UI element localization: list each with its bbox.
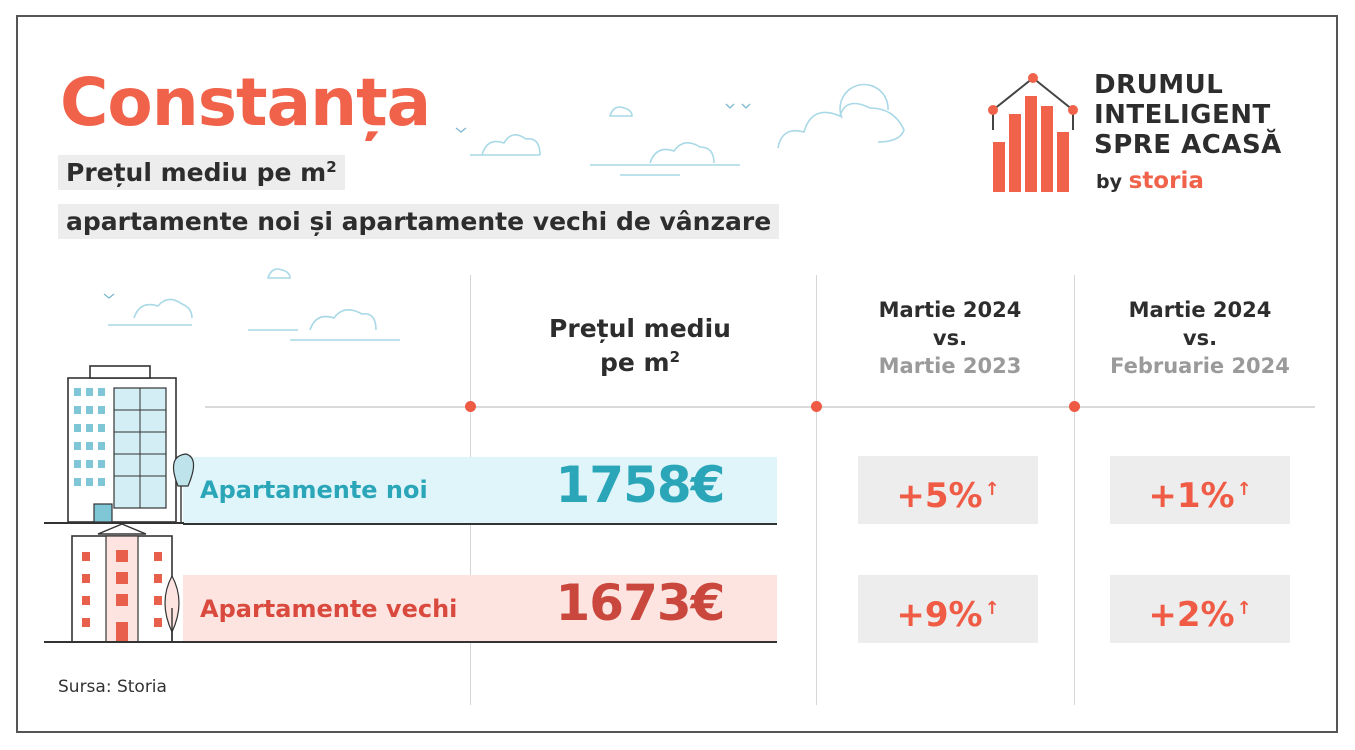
ground-line <box>44 522 184 524</box>
arrow-up-icon: ↑ <box>1236 479 1252 500</box>
mom-line-3: Februarie 2024 <box>1110 354 1290 378</box>
row-label-new-apartments: Apartamente noi <box>200 476 428 504</box>
arrow-up-icon: ↑ <box>1236 598 1252 619</box>
price-header-line-1: Prețul mediu <box>549 314 731 343</box>
change-value: +5% <box>896 476 983 516</box>
logo-brand: storia <box>1128 168 1204 194</box>
column-header-price: Prețul mediu pe m2 <box>495 312 785 380</box>
change-yoy-new: +5% ↑ <box>858 456 1038 524</box>
subtitle-sup: 2 <box>326 158 337 176</box>
logo-line-2: INTELIGENT <box>1094 100 1271 130</box>
change-mom-old: +2% ↑ <box>1110 575 1290 643</box>
source-note: Sursa: Storia <box>58 677 167 697</box>
change-value: +2% <box>1148 595 1235 635</box>
row-band-new <box>183 457 777 525</box>
yoy-line-1: Martie 2024 <box>878 298 1022 322</box>
logo-line-1: DRUMUL <box>1094 70 1224 100</box>
header-divider <box>205 406 1315 408</box>
logo-byline: by storia <box>1096 168 1204 194</box>
logo-by: by <box>1096 171 1122 193</box>
column-divider <box>1074 275 1075 705</box>
divider-dot <box>465 401 476 412</box>
new-apartment-building-illustration <box>67 365 195 523</box>
logo-wordmark: DRUMUL INTELIGENT SPRE ACASĂ <box>1094 70 1282 160</box>
yoy-line-2: vs. <box>932 326 968 350</box>
change-yoy-old: +9% ↑ <box>858 575 1038 643</box>
mom-line-1: Martie 2024 <box>1128 298 1272 322</box>
column-header-mom: Martie 2024 vs. Februarie 2024 <box>1090 296 1310 380</box>
divider-dot <box>1069 401 1080 412</box>
price-header-sup: 2 <box>669 348 681 366</box>
column-divider <box>816 275 817 705</box>
price-new-apartments: 1758€ <box>555 456 726 514</box>
subtitle-price: Prețul mediu pe m2 <box>58 155 345 190</box>
change-mom-new: +1% ↑ <box>1110 456 1290 524</box>
yoy-line-3: Martie 2023 <box>878 354 1022 378</box>
row-label-old-apartments: Apartamente vechi <box>200 595 458 623</box>
logo-house-chart-icon <box>988 73 1078 192</box>
old-apartment-building-illustration <box>71 523 180 643</box>
divider-dot <box>811 401 822 412</box>
arrow-up-icon: ↑ <box>984 479 1000 500</box>
price-old-apartments: 1673€ <box>555 574 726 632</box>
mom-line-2: vs. <box>1182 326 1218 350</box>
logo-line-3: SPRE ACASĂ <box>1094 130 1282 160</box>
subtitle-description: apartamente noi și apartamente vechi de … <box>58 204 780 239</box>
row-band-old <box>183 575 777 643</box>
arrow-up-icon: ↑ <box>984 598 1000 619</box>
column-header-yoy: Martie 2024 vs. Martie 2023 <box>840 296 1060 380</box>
change-value: +9% <box>896 595 983 635</box>
subtitle-price-text: Prețul mediu pe m <box>66 158 327 187</box>
ground-line <box>44 641 184 643</box>
page-title: Constanța <box>60 64 431 141</box>
price-header-line-2: pe m <box>599 348 670 377</box>
change-value: +1% <box>1148 476 1235 516</box>
infographic-frame <box>16 15 1338 733</box>
